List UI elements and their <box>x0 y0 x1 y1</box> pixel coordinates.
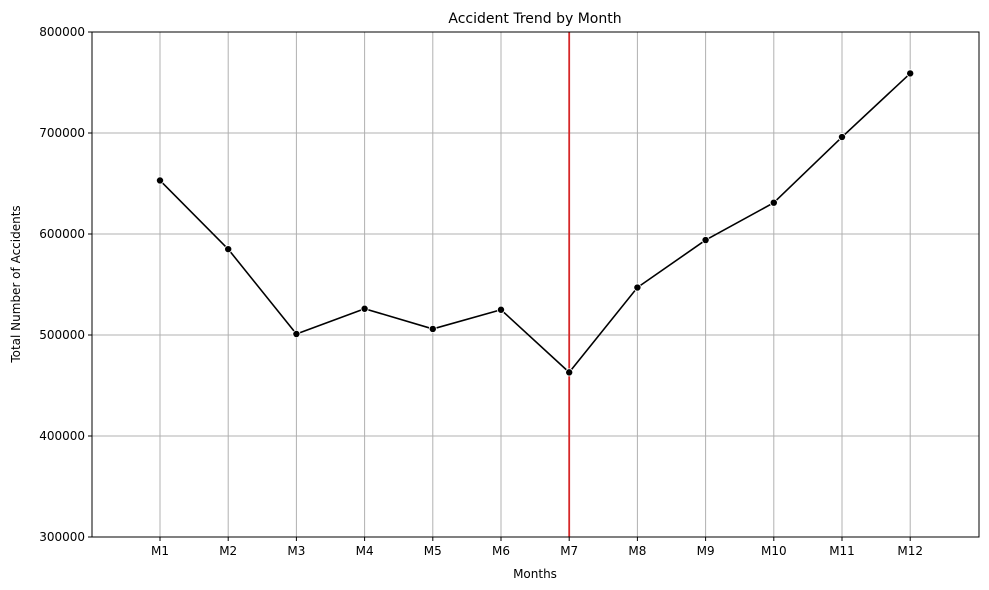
series-layer <box>155 69 915 377</box>
x-tick-label: M8 <box>628 544 646 558</box>
data-point <box>633 283 642 292</box>
x-tick-label: M4 <box>356 544 374 558</box>
y-tick-label: 500000 <box>39 328 85 342</box>
y-tick-label: 400000 <box>39 429 85 443</box>
axes-layer: M1 M2 M3 M4 M5 M6 M7 M8 M9 M10 M11 M12 300000 400000 5… <box>39 25 980 558</box>
data-point <box>155 176 164 185</box>
y-tick-label: 300000 <box>39 530 85 544</box>
chart-title: Accident Trend by Month <box>448 11 621 27</box>
x-tick-label: M2 <box>219 544 237 558</box>
x-tick-label: M9 <box>697 544 715 558</box>
plot-frame <box>91 31 980 538</box>
data-point <box>701 236 710 245</box>
x-tick-label: M6 <box>492 544 510 558</box>
x-tick-label: M1 <box>151 544 169 558</box>
x-tick-label: M5 <box>424 544 442 558</box>
series-line <box>159 72 911 374</box>
data-point <box>428 324 437 333</box>
data-point <box>906 69 915 78</box>
y-tick-label: 600000 <box>39 227 85 241</box>
x-axis-label: Months <box>513 567 557 581</box>
y-tick-label: 700000 <box>39 126 85 140</box>
data-point <box>496 305 505 314</box>
x-tick-label: M12 <box>897 544 923 558</box>
y-axis-label: Total Number of Accidents <box>9 205 23 363</box>
grid-layer <box>92 32 979 537</box>
data-point <box>360 304 369 313</box>
y-tick-label: 800000 <box>39 25 85 39</box>
data-point <box>224 245 233 254</box>
x-tick-label: M10 <box>761 544 787 558</box>
data-point <box>838 133 847 142</box>
data-point <box>769 198 778 207</box>
data-point <box>292 329 301 338</box>
x-tick-label: M3 <box>287 544 305 558</box>
x-tick-label: M11 <box>829 544 855 558</box>
data-point <box>565 368 574 377</box>
x-tick-label: M7 <box>560 544 578 558</box>
